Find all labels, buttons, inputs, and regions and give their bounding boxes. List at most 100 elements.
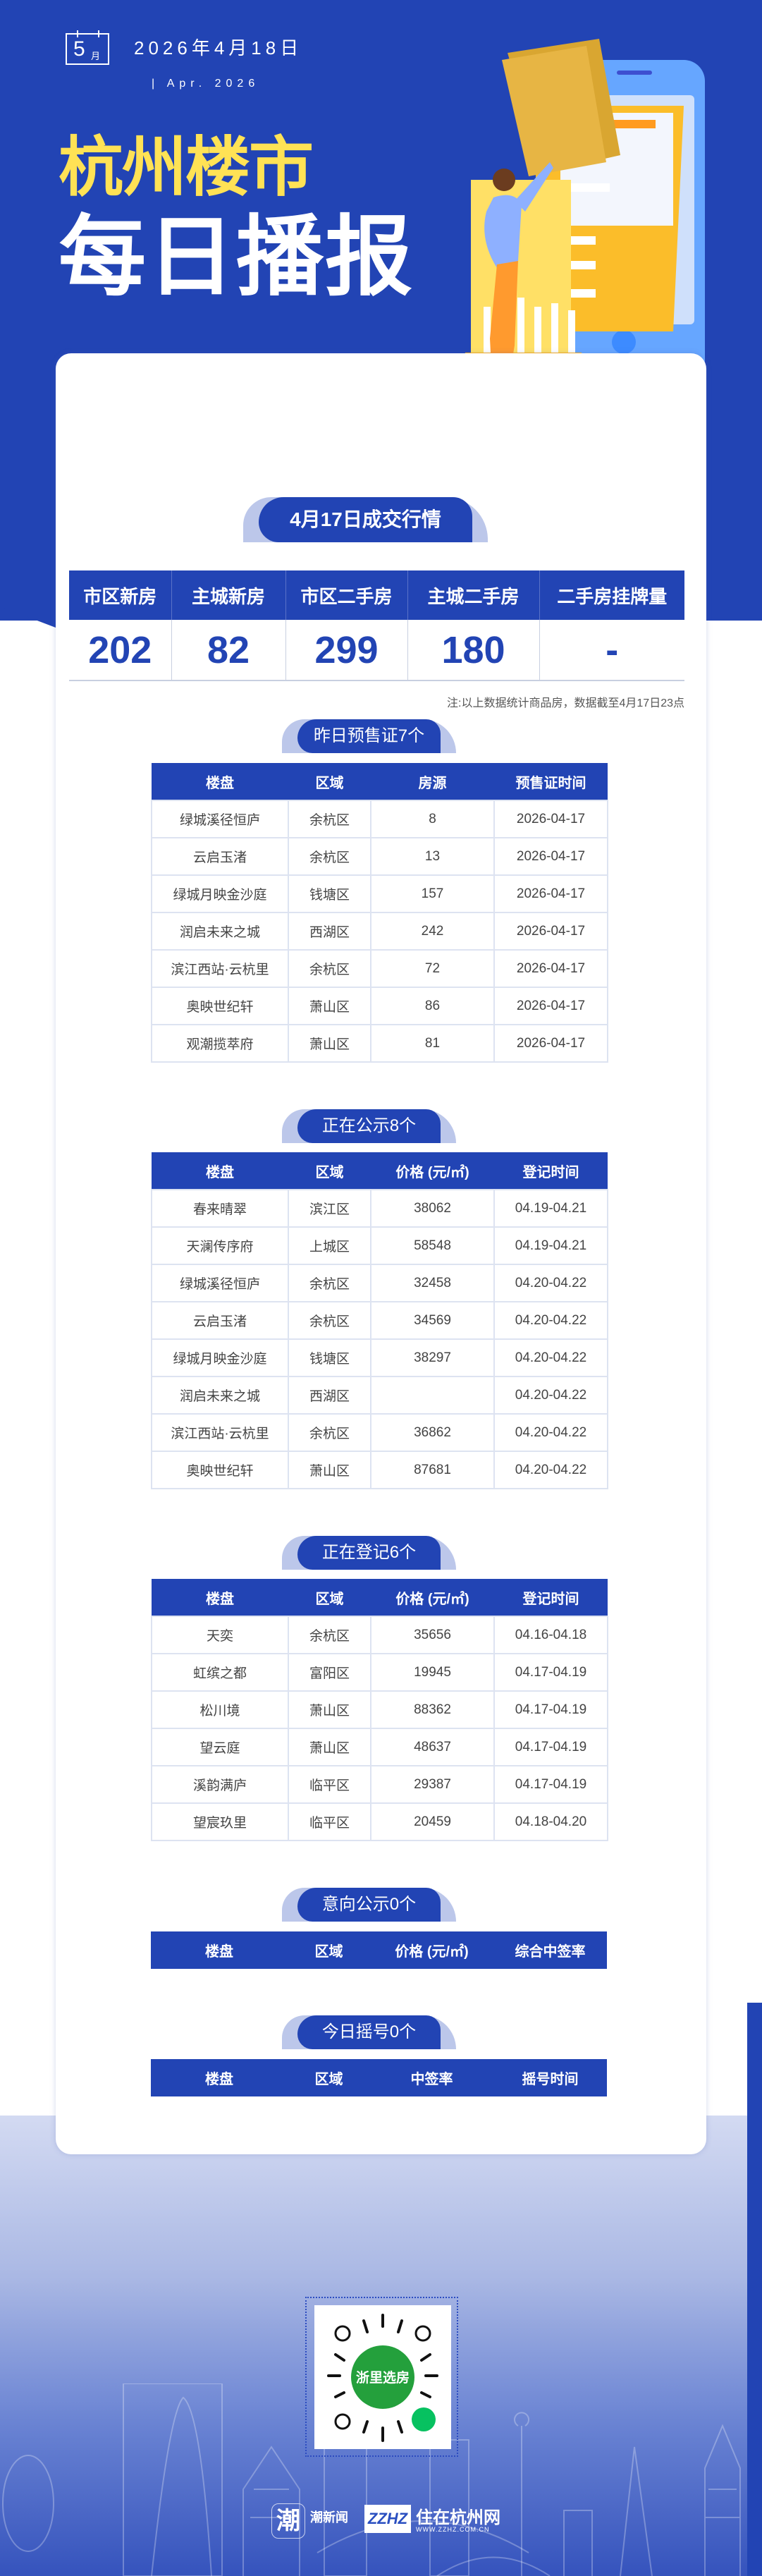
chaoxinwen-logo: 潮 bbox=[271, 2503, 305, 2539]
column-header: 登记时间 bbox=[494, 1579, 608, 1616]
table-cell: 润启未来之城 bbox=[151, 1376, 289, 1415]
table-row: 春来晴翠 滨江区 38062 04.19-04.21 bbox=[151, 1189, 608, 1228]
column-header: 摇号时间 bbox=[493, 2059, 607, 2096]
stat-value: 299 bbox=[285, 620, 407, 681]
table-cell: 04.17-04.19 bbox=[493, 1765, 608, 1804]
table-cell: 西湖区 bbox=[288, 912, 371, 951]
table-cell: 春来晴翠 bbox=[151, 1189, 289, 1228]
table-cell: 天澜传序府 bbox=[151, 1226, 289, 1265]
table-row: 绿城月映金沙庭 钱塘区 157 2026-04-17 bbox=[151, 874, 608, 913]
table-row: 绿城溪径恒庐 余杭区 32458 04.20-04.22 bbox=[151, 1264, 608, 1302]
registration-table: 楼盘 区域 价格 (元/㎡) 登记时间 天奕 余杭区 35656 04.16-04.18 虹缤之… bbox=[151, 1579, 608, 1841]
table-row: 天澜传序府 上城区 58548 04.19-04.21 bbox=[151, 1226, 608, 1265]
table-row: 溪韵满庐 临平区 29387 04.17-04.19 bbox=[151, 1765, 608, 1804]
column-header: 楼盘 bbox=[151, 2059, 288, 2096]
lottery-table: 楼盘 区域 中签率 摇号时间 bbox=[151, 2059, 607, 2096]
table-cell: 滨江西站·云杭里 bbox=[151, 1413, 289, 1452]
table-cell: 望宸玖里 bbox=[151, 1802, 289, 1841]
column-header: 综合中签率 bbox=[493, 1931, 607, 1969]
table-cell: 余杭区 bbox=[288, 949, 371, 988]
table-cell: 滨江区 bbox=[288, 1189, 371, 1228]
date-chinese: 2026年4月18日 bbox=[134, 37, 303, 59]
column-header: 中签率 bbox=[370, 2059, 493, 2096]
qr-code-pattern bbox=[327, 2314, 438, 2442]
table-cell bbox=[370, 1376, 495, 1415]
table-cell: 32458 bbox=[370, 1264, 495, 1302]
column-header: 价格 (元/㎡) bbox=[370, 1931, 493, 1969]
table-cell: 8 bbox=[370, 800, 495, 838]
table-cell: 绿城月映金沙庭 bbox=[151, 874, 289, 913]
table-row: 润启未来之城 西湖区 04.20-04.22 bbox=[151, 1376, 608, 1415]
column-header: 价格 (元/㎡) bbox=[371, 1152, 494, 1190]
table-cell: 萧山区 bbox=[288, 1451, 371, 1489]
table-cell: 滨江西站·云杭里 bbox=[151, 949, 289, 988]
table-cell: 萧山区 bbox=[288, 1728, 371, 1766]
column-header: 预售证时间 bbox=[494, 763, 608, 800]
table-cell: 38062 bbox=[370, 1189, 495, 1228]
table-cell: 西湖区 bbox=[288, 1376, 371, 1415]
section-title-publicity: 正在公示8个 bbox=[282, 1109, 456, 1143]
table-cell: 临平区 bbox=[288, 1802, 371, 1841]
table-header-row: 楼盘 区域 价格 (元/㎡) 登记时间 bbox=[152, 1152, 608, 1190]
mini-program-qr-code[interactable]: 浙里选房 bbox=[314, 2305, 451, 2449]
column-header: 区域 bbox=[288, 1152, 371, 1190]
table-row: 滨江西站·云杭里 余杭区 36862 04.20-04.22 bbox=[151, 1413, 608, 1452]
table-cell: 157 bbox=[370, 874, 495, 913]
table-cell: 72 bbox=[370, 949, 495, 988]
table-cell: 04.19-04.21 bbox=[493, 1226, 608, 1265]
publicity-table: 楼盘 区域 价格 (元/㎡) 登记时间 春来晴翠 滨江区 38062 04.19-04.21 天… bbox=[151, 1152, 608, 1489]
intent-table: 楼盘 区域 价格 (元/㎡) 综合中签率 bbox=[151, 1931, 607, 1969]
table-cell: 2026-04-17 bbox=[493, 837, 608, 876]
qr-label: 浙里选房 bbox=[355, 2371, 410, 2386]
table-cell: 萧山区 bbox=[288, 1024, 371, 1063]
table-cell: 38297 bbox=[370, 1338, 495, 1377]
table-cell: 2026-04-17 bbox=[493, 874, 608, 913]
table-cell: 绿城溪径恒庐 bbox=[151, 1264, 289, 1302]
table-cell: 松川境 bbox=[151, 1690, 289, 1729]
table-cell: 04.20-04.22 bbox=[493, 1264, 608, 1302]
calendar-month-unit: 月 bbox=[91, 51, 101, 61]
qr-code-frame bbox=[305, 2297, 458, 2457]
table-cell: 20459 bbox=[370, 1802, 495, 1841]
stat-header: 主城二手房 bbox=[407, 570, 539, 620]
table-cell: 2026-04-17 bbox=[493, 987, 608, 1025]
table-cell: 云启玉渚 bbox=[151, 837, 289, 876]
stat-header: 市区二手房 bbox=[285, 570, 407, 620]
table-cell: 奥映世纪轩 bbox=[151, 1451, 289, 1489]
stat-header: 市区新房 bbox=[69, 570, 171, 620]
column-header: 楼盘 bbox=[152, 1152, 288, 1190]
table-cell: 余杭区 bbox=[288, 1413, 371, 1452]
table-row: 云启玉渚 余杭区 13 2026-04-17 bbox=[151, 837, 608, 876]
table-cell: 2026-04-17 bbox=[493, 800, 608, 838]
column-header: 区域 bbox=[288, 1579, 371, 1616]
table-cell: 04.20-04.22 bbox=[493, 1338, 608, 1377]
stat-value: 82 bbox=[171, 620, 285, 681]
summary-stats-table: 市区新房 主城新房 市区二手房 主城二手房 二手房挂牌量 202 82 299 … bbox=[69, 570, 684, 681]
table-row: 绿城月映金沙庭 钱塘区 38297 04.20-04.22 bbox=[151, 1338, 608, 1377]
table-cell: 29387 bbox=[370, 1765, 495, 1804]
table-cell: 04.18-04.20 bbox=[493, 1802, 608, 1841]
table-cell: 天奕 bbox=[151, 1616, 289, 1654]
table-cell: 绿城月映金沙庭 bbox=[151, 1338, 289, 1377]
table-cell: 云启玉渚 bbox=[151, 1301, 289, 1340]
table-cell: 242 bbox=[370, 912, 495, 951]
table-cell: 04.17-04.19 bbox=[493, 1728, 608, 1766]
column-header: 楼盘 bbox=[151, 1931, 288, 1969]
table-header-row: 楼盘 区域 房源 预售证时间 bbox=[152, 763, 608, 800]
calendar-icon: 5 月 bbox=[66, 30, 109, 65]
table-cell: 余杭区 bbox=[288, 1616, 371, 1654]
table-cell: 溪韵满庐 bbox=[151, 1765, 289, 1804]
zzhz-logo: ZZHZ bbox=[364, 2505, 411, 2533]
table-cell: 虹缤之都 bbox=[151, 1653, 289, 1692]
table-row: 望宸玖里 临平区 20459 04.18-04.20 bbox=[151, 1802, 608, 1841]
section-title-presale: 昨日预售证7个 bbox=[282, 719, 456, 753]
table-header-row: 楼盘 区域 价格 (元/㎡) 综合中签率 bbox=[151, 1931, 607, 1969]
table-cell: 88362 bbox=[370, 1690, 495, 1729]
chaoxinwen-name: 潮新闻 bbox=[310, 2510, 348, 2525]
table-cell: 04.16-04.18 bbox=[493, 1616, 608, 1654]
table-row: 望云庭 萧山区 48637 04.17-04.19 bbox=[151, 1728, 608, 1766]
header-background-wedge bbox=[0, 606, 56, 628]
section-title-registration: 正在登记6个 bbox=[282, 1536, 456, 1570]
table-cell: 钱塘区 bbox=[288, 1338, 371, 1377]
column-header: 房源 bbox=[371, 763, 494, 800]
